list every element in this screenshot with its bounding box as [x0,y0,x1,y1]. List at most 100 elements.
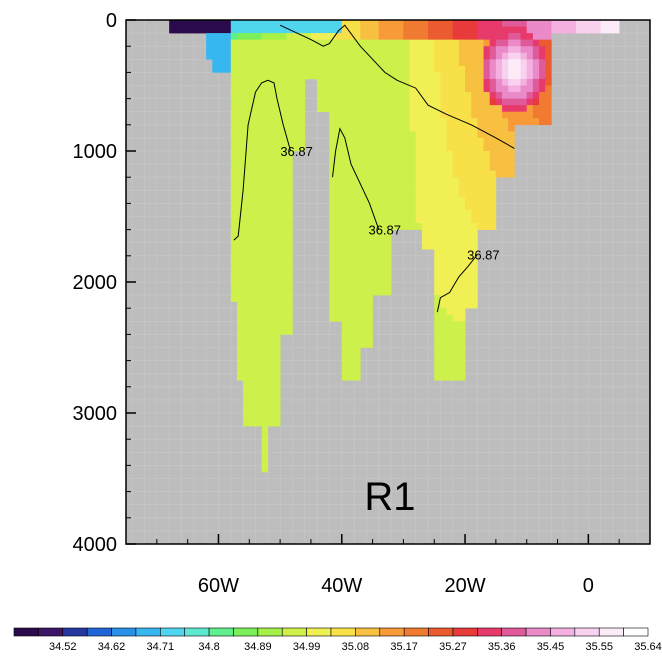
salinity-cell [273,151,281,158]
salinity-cell [434,33,441,40]
salinity-cell [360,124,367,132]
salinity-cell [329,177,336,185]
salinity-cell [243,347,250,355]
salinity-cell [236,170,244,178]
salinity-cell [471,249,478,257]
salinity-cell [280,242,287,250]
salinity-cell [378,137,386,145]
salinity-cell [563,20,571,27]
salinity-cell [471,65,478,73]
salinity-cell [489,52,497,60]
salinity-cell [230,249,238,257]
salinity-cell [495,39,503,47]
salinity-cell [360,255,367,263]
salinity-cell [341,334,349,342]
salinity-cell [354,321,361,329]
salinity-cell [360,33,367,40]
salinity-cell [280,282,287,289]
salinity-cell [397,52,404,60]
salinity-cell [465,157,472,165]
salinity-cell [477,196,484,204]
salinity-cell [440,249,447,257]
salinity-cell [206,33,213,40]
salinity-cell [360,275,367,283]
salinity-cell [458,262,466,270]
salinity-cell [452,65,460,73]
salinity-cell [249,124,256,132]
salinity-cell [304,72,312,80]
salinity-cell [286,321,293,329]
salinity-cell [267,373,275,381]
salinity-cell [230,98,238,106]
salinity-cell [218,33,225,40]
contour-label: 36.87 [467,247,500,262]
salinity-cell [243,249,250,257]
salinity-cell [378,33,386,40]
salinity-cell [471,255,478,263]
salinity-cell [347,151,355,158]
salinity-cell [502,157,509,165]
salinity-cell [372,144,380,152]
salinity-cell [261,301,269,309]
salinity-cell [335,98,343,106]
salinity-cell [495,157,503,165]
salinity-cell [236,223,244,230]
salinity-cell [310,46,318,54]
salinity-cell [415,216,423,224]
salinity-cell [267,249,275,257]
salinity-cell [292,39,299,47]
salinity-cell [465,46,472,54]
salinity-cell [471,301,478,309]
salinity-cell [440,190,447,198]
salinity-cell [255,301,262,309]
salinity-cell [415,124,423,132]
salinity-cell [458,327,466,335]
salinity-cell [471,26,478,34]
salinity-cell [378,170,386,178]
salinity-cell [236,118,244,126]
salinity-cell [329,268,336,276]
salinity-cell [243,92,250,99]
salinity-cell [249,340,256,348]
salinity-cell [280,288,287,296]
salinity-cell [452,131,460,139]
salinity-cell [366,236,373,243]
salinity-cell [354,275,361,283]
salinity-cell [286,137,293,145]
salinity-cell [391,157,398,165]
salinity-cell [477,78,484,86]
salinity-cell [440,340,447,348]
salinity-cell [236,308,244,316]
salinity-cell [471,59,478,67]
salinity-cell [329,151,336,158]
salinity-cell [261,354,269,361]
salinity-cell [397,85,404,93]
salinity-cell [471,190,478,198]
salinity-cell [236,295,244,302]
salinity-cell [384,157,392,165]
salinity-cell [458,340,466,348]
salinity-cell [243,203,250,211]
salinity-cell [502,26,509,34]
salinity-cell [446,242,454,250]
salinity-cell [477,111,484,119]
salinity-cell [286,223,293,230]
salinity-cell [446,255,454,263]
salinity-cell [366,288,373,296]
salinity-cell [347,105,355,112]
salinity-cell [267,406,275,414]
salinity-cell [452,111,460,119]
salinity-cell [341,255,349,263]
salinity-cell [471,151,478,158]
salinity-cell [372,72,380,80]
colorbar-label: 34.52 [49,641,77,653]
salinity-cell [243,282,250,289]
salinity-cell [236,52,244,60]
salinity-cell [471,131,478,139]
salinity-cell [483,209,491,217]
salinity-cell [347,137,355,145]
salinity-cell [341,20,349,27]
salinity-cell [465,20,472,27]
salinity-cell [341,144,349,152]
salinity-cell [341,275,349,283]
